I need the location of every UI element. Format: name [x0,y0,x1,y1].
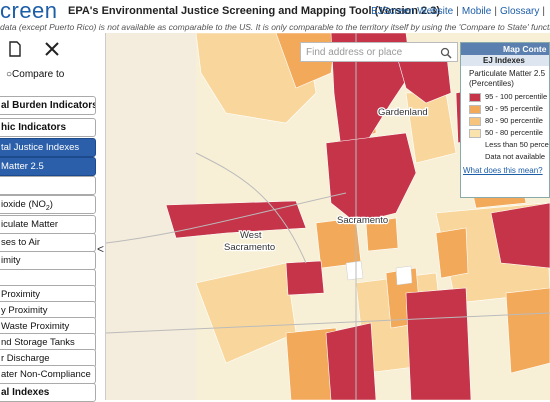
legend-item: 80 - 90 percentile [461,115,549,127]
layer-label: ses to Air [1,237,41,248]
legend-swatch [469,92,481,102]
layer-button[interactable]: ses to Air [0,233,96,252]
legend-swatch [469,140,481,150]
separator: | [456,6,459,17]
separator: | [494,6,497,17]
layer-label: tal Justice Indexes [1,142,80,153]
notice: data (except Puerto Rico) is not availab… [0,22,550,32]
search-icon[interactable] [440,47,452,59]
layer-label: hic Indicators [1,122,67,133]
layer-label: iculate Matter [1,219,59,230]
map[interactable]: Gardenland Sacramento West Sacramento [106,33,550,400]
layer-label-sub: 2 [45,204,50,212]
link[interactable]: Mobile [461,6,492,17]
legend-swatch [469,116,481,126]
compare-option[interactable]: ○Compare to [6,69,65,80]
layer-label: Proximity [1,289,41,300]
layer-button[interactable]: hic Indicators [0,118,96,137]
legend-swatch [469,104,481,114]
legend-title: Map Conte [461,43,549,55]
legend-label: 90 - 95 percentile [485,104,543,113]
app-title: EPA's Environmental Justice Screening an… [68,5,441,17]
map-label: Sacramento [224,242,275,253]
legend-label: 95 - 100 percentile [485,92,548,101]
map-label: Gardenland [378,107,428,118]
legend-items: 95 - 100 percentile 90 - 95 percentile 80 … [461,91,549,163]
link[interactable]: EJScreen Website [371,6,454,17]
layer-label: al Indexes [1,387,50,398]
legend-item: 90 - 95 percentile [461,103,549,115]
legend-item: Less than 50 percenti [461,139,549,151]
legend-panel: Map Conte EJ Indexes Particulate Matter … [460,42,550,198]
legend-swatch [469,128,481,138]
header-links: EJScreen Website | Mobile | Glossary | [371,6,548,17]
layer-button[interactable]: iculate Matter [0,215,96,234]
layer-label: y Proximity [1,305,48,316]
header: creen EPA's Environmental Justice Screen… [0,0,550,23]
sidebar: ○Compare to al Burden Indicators hic Indi… [0,33,106,402]
link[interactable]: Glossary [499,6,540,17]
search-placeholder: Find address or place [306,47,403,58]
logo[interactable]: creen [0,0,58,23]
layer-label: Matter 2.5 [1,161,44,172]
layer-button[interactable]: ioxide (NO2) [0,195,96,214]
layer-label: r Discharge [1,353,50,364]
legend-label: 80 - 90 percentile [485,116,543,125]
legend-layer[interactable]: EJ Indexes [461,55,549,66]
legend-subtitle: Particulate Matter 2.5 (Percentiles) [469,69,546,88]
compare-label: Compare to [12,69,65,80]
layer-label: nd Storage Tanks [1,337,75,348]
legend-label: Less than 50 percenti [485,140,550,149]
layer-label: imity [1,255,21,266]
legend-swatch [469,152,481,162]
layer-button[interactable] [0,176,96,195]
legend-item: Data not available [461,151,549,163]
layer-button[interactable]: imity [0,251,96,270]
layer-label: Waste Proximity [1,321,70,332]
layer-label: ioxide (NO [1,199,46,210]
legend-label: 50 - 80 percentile [485,128,543,137]
layer-button[interactable]: Matter 2.5 [0,157,96,176]
collapse-button[interactable]: < [97,242,105,256]
map-label: West [240,230,262,241]
layer-button[interactable]: tal Justice Indexes [0,138,96,157]
map-label: Sacramento [337,215,388,226]
layer-button[interactable]: ater Non-Compliance [0,365,96,384]
legend-item: 50 - 80 percentile [461,127,549,139]
layer-label: ater Non-Compliance [1,369,91,380]
legend-label: Data not available [485,152,546,161]
help-link[interactable]: What does this mean? [463,166,543,175]
toolbar-icons[interactable] [8,41,68,57]
separator: | [542,6,545,17]
layer-button[interactable]: al Indexes [0,383,96,402]
legend-item: 95 - 100 percentile [461,91,549,103]
layer-label-end: ) [49,199,53,210]
search-box[interactable]: Find address or place [300,42,458,62]
layer-button[interactable]: al Burden Indicators [0,96,96,115]
layer-label: al Burden Indicators [1,100,96,111]
